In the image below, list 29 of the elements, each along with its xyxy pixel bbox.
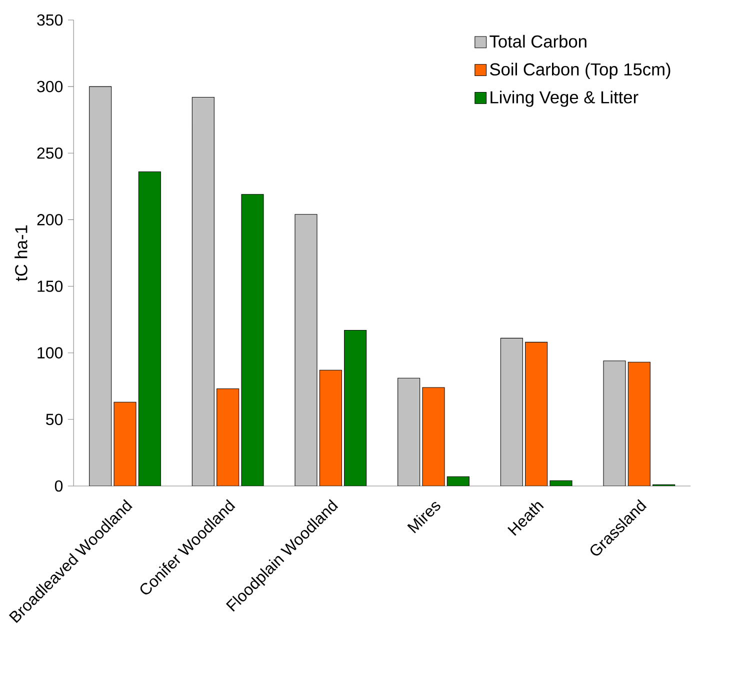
bar	[525, 342, 548, 486]
bar	[319, 370, 342, 486]
y-axis-title: tC ha-1	[14, 225, 28, 282]
legend-label: Total Carbon	[490, 34, 586, 48]
y-tick-label: 250	[37, 147, 63, 159]
legend-label: Living Vege & Litter	[490, 90, 638, 107]
y-tick-label: 100	[38, 347, 63, 358]
bar	[550, 480, 572, 486]
y-tick-label: 50	[46, 414, 63, 426]
y-tick-label: 300	[37, 80, 63, 92]
bar	[344, 330, 367, 486]
y-tick-label: 350	[37, 14, 63, 26]
y-tick-label: 0	[54, 480, 63, 492]
bar	[138, 172, 161, 486]
legend-label: Soil Carbon (Top 15cm)	[490, 62, 670, 79]
bar	[294, 214, 318, 486]
bar	[216, 388, 240, 486]
bar	[398, 378, 420, 486]
bar	[241, 194, 264, 486]
bar	[603, 360, 626, 486]
y-tick-label: 200	[37, 214, 63, 226]
y-tick-label: 150	[38, 280, 63, 292]
bar	[446, 476, 470, 486]
bar	[89, 86, 112, 486]
bar	[628, 362, 650, 486]
bar	[422, 387, 445, 486]
bar	[500, 338, 523, 486]
bar	[114, 402, 136, 486]
bar	[192, 96, 214, 486]
